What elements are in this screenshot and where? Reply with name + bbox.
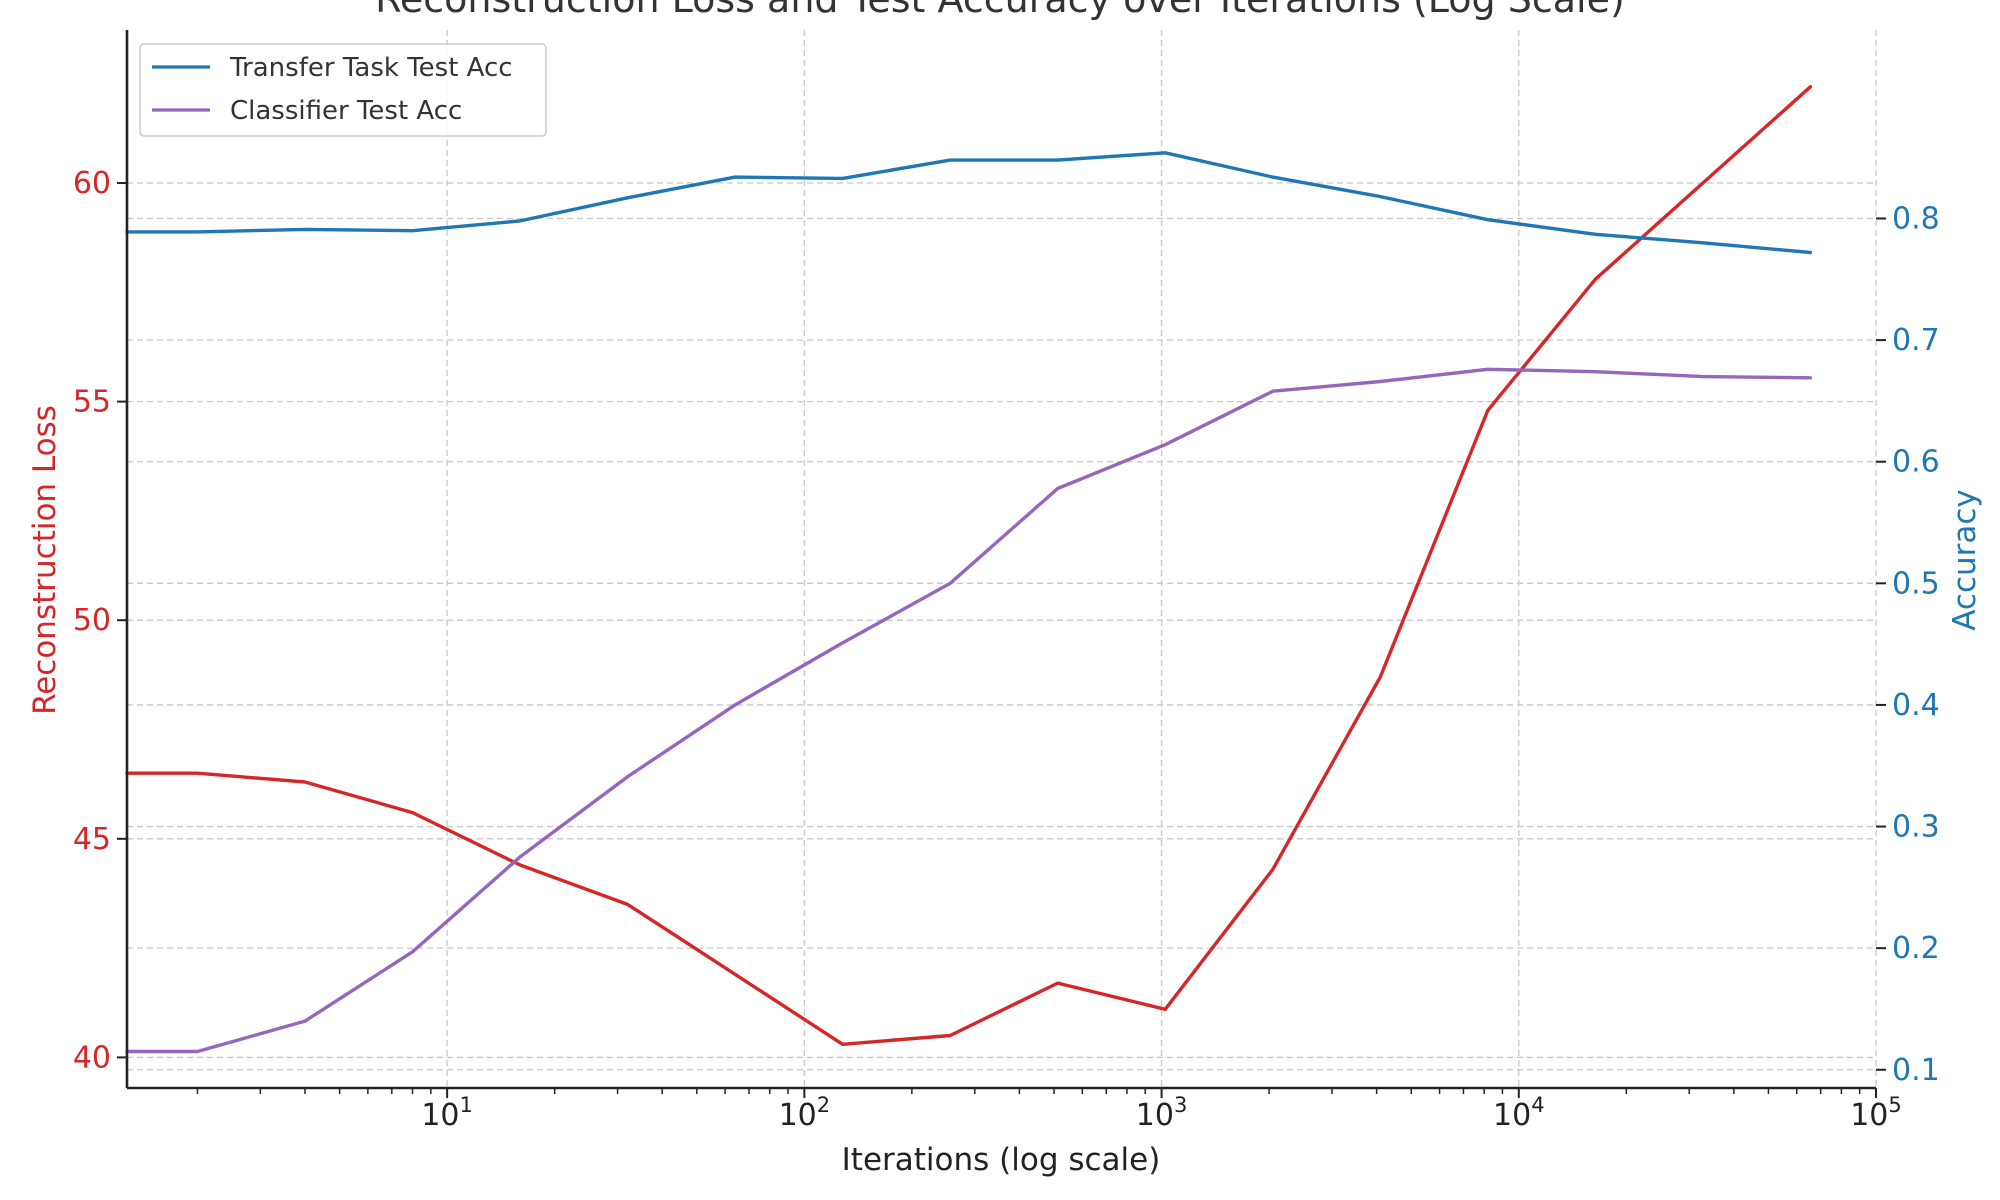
right-y-tick-label: 0.1 — [1892, 1053, 1940, 1088]
x-tick-label: 103 — [1136, 1093, 1188, 1133]
classifier-test-acc-line — [125, 367, 1813, 1054]
left-y-tick-label: 40 — [73, 1040, 111, 1075]
x-axis-label: Iterations (log scale) — [842, 1142, 1161, 1178]
right-y-tick-label: 0.7 — [1892, 323, 1940, 358]
legend: Transfer Task Test Acc Classifier Test A… — [139, 43, 547, 137]
right-y-tick-label: 0.8 — [1892, 201, 1940, 236]
right-y-tick-label: 0.5 — [1892, 566, 1940, 601]
right-y-tick-label: 0.2 — [1892, 931, 1940, 966]
x-tick-label: 104 — [1493, 1093, 1545, 1133]
x-tick-label: 102 — [779, 1093, 831, 1133]
right-y-tick-label: 0.4 — [1892, 688, 1940, 723]
left-y-tick-label: 60 — [73, 166, 111, 201]
reconstruction-loss-line — [125, 85, 1813, 1047]
left-y-axis-label: Reconstruction Loss — [27, 405, 63, 715]
x-tick-label: 105 — [1850, 1093, 1902, 1133]
legend-box — [139, 43, 547, 137]
legend-label-classifier: Classifier Test Acc — [230, 96, 462, 126]
axes — [125, 30, 1876, 1090]
tick-marks-and-labels: 101 102 103 104 105 40 45 50 55 60 0.1 0.2 0.3 0.4 0.5… — [73, 166, 1940, 1133]
right-y-axis-label: Accuracy — [1947, 489, 1983, 631]
left-y-tick-label: 55 — [73, 385, 111, 420]
right-y-tick-label: 0.6 — [1892, 445, 1940, 480]
left-y-tick-label: 50 — [73, 603, 111, 638]
chart-title: Reconstruction Loss and Test Accuracy ov… — [375, 0, 1625, 21]
left-y-tick-label: 45 — [73, 822, 111, 857]
transfer-task-test-acc-line — [125, 151, 1813, 255]
grid-lines — [127, 30, 1877, 1088]
series-lines — [125, 85, 1813, 1054]
x-tick-label: 101 — [421, 1093, 473, 1133]
legend-label-transfer: Transfer Task Test Acc — [229, 53, 513, 83]
right-y-tick-label: 0.3 — [1892, 810, 1940, 845]
